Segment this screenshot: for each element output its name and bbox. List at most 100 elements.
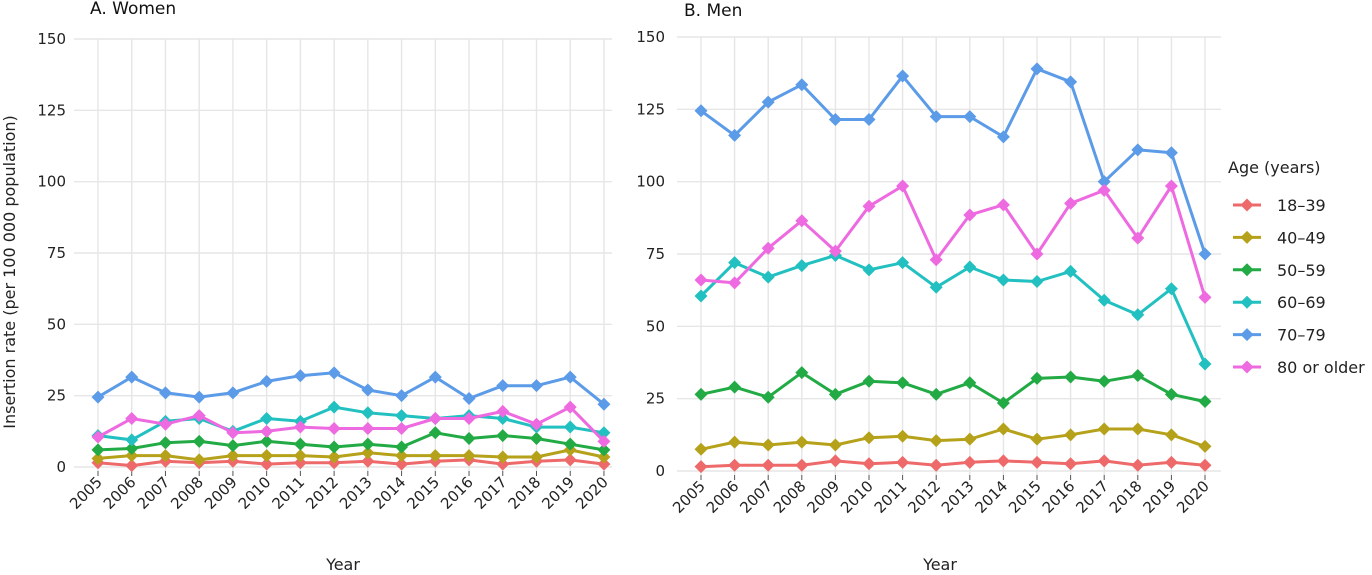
series-line-50-59 — [700, 371, 1206, 405]
data-point-18-39 — [293, 456, 307, 470]
data-point-60-69 — [896, 256, 910, 270]
x-tick-label: 2011 — [268, 473, 308, 513]
data-point-18-39 — [597, 457, 611, 471]
x-tick-label: 2018 — [505, 473, 545, 513]
series-80-or-older — [91, 400, 611, 448]
data-point-18-39 — [496, 457, 510, 471]
data-point-60-69 — [996, 273, 1010, 287]
data-point-50-59 — [795, 366, 809, 380]
series-line-40-49 — [97, 448, 605, 462]
data-point-70-79 — [1131, 143, 1145, 157]
data-point-40-49 — [293, 449, 307, 463]
x-tick-label: 2009 — [803, 477, 843, 517]
data-point-40-49 — [260, 449, 274, 463]
legend-label: 18–39 — [1277, 196, 1326, 215]
data-point-40-49 — [462, 449, 476, 463]
legend-marker — [1240, 360, 1254, 374]
data-point-18-39 — [1097, 454, 1111, 468]
data-point-50-59 — [395, 440, 409, 454]
data-point-40-49 — [795, 435, 809, 449]
data-point-18-39 — [795, 458, 809, 472]
data-point-50-59 — [862, 374, 876, 388]
data-point-18-39 — [125, 459, 139, 473]
y-tick-label: 100 — [37, 173, 66, 191]
x-tick-label: 2005 — [669, 477, 709, 517]
data-point-40-49 — [1030, 432, 1044, 446]
legend-title: Age (years) — [1228, 158, 1321, 177]
data-point-40-49 — [327, 450, 341, 464]
data-point-40-49 — [996, 422, 1010, 436]
y-tick-label: 25 — [47, 387, 66, 405]
x-tick-label: 2014 — [370, 473, 410, 513]
data-point-50-59 — [761, 390, 775, 404]
data-point-70-79 — [929, 110, 943, 124]
series-line-60-69 — [699, 253, 1207, 365]
data-point-50-59 — [996, 396, 1010, 410]
series-50-59 — [694, 366, 1212, 410]
data-point-60-69 — [728, 256, 742, 270]
data-point-40-49 — [728, 435, 742, 449]
data-point-50-59 — [293, 437, 307, 451]
data-point-18-39 — [929, 458, 943, 472]
data-point-70-79 — [862, 112, 876, 126]
x-tick-label: 2008 — [770, 477, 810, 517]
data-point-80-or-older — [428, 411, 442, 425]
data-point-70-79 — [361, 383, 375, 397]
data-point-80-or-older — [896, 179, 910, 193]
y-tick-label: 150 — [37, 30, 66, 48]
data-point-40-49 — [896, 429, 910, 443]
legend-marker — [1240, 198, 1254, 212]
data-point-18-39 — [896, 455, 910, 469]
data-point-40-49 — [125, 449, 139, 463]
data-point-50-59 — [226, 439, 240, 453]
series-40-49 — [91, 443, 611, 467]
data-point-18-39 — [963, 455, 977, 469]
data-point-80-or-older — [1097, 183, 1111, 197]
data-point-80-or-older — [293, 420, 307, 434]
x-tick-label: 2020 — [572, 473, 612, 513]
data-point-40-49 — [1131, 422, 1145, 436]
data-point-70-79 — [597, 397, 611, 411]
data-point-70-79 — [293, 369, 307, 383]
data-point-40-49 — [1064, 428, 1078, 442]
legend-marker — [1240, 328, 1254, 342]
y-tick-label: 25 — [646, 390, 665, 408]
data-point-70-79 — [1097, 175, 1111, 189]
data-point-70-79 — [226, 386, 240, 400]
data-point-70-79 — [192, 390, 206, 404]
legend-item-18-39: 18–39 — [1233, 196, 1326, 215]
data-point-60-69 — [1064, 264, 1078, 278]
data-point-40-49 — [529, 450, 543, 464]
data-point-50-59 — [496, 429, 510, 443]
panel-a-title: A. Women — [90, 0, 176, 19]
legend-label: 80 or older — [1277, 358, 1365, 377]
series-80-or-older — [694, 179, 1212, 304]
x-tick-label: 2016 — [1039, 477, 1079, 517]
data-point-40-49 — [428, 449, 442, 463]
panel-b-plot: 0 25 50 75 100 125 150 200520062007200820092010… — [636, 28, 1221, 517]
data-point-80-or-older — [828, 244, 842, 258]
data-point-80-or-older — [496, 404, 510, 418]
data-point-80-or-older — [462, 411, 476, 425]
data-point-50-59 — [1030, 371, 1044, 385]
data-point-40-49 — [1164, 428, 1178, 442]
y-tick-label: 100 — [636, 173, 665, 191]
data-point-50-59 — [125, 441, 139, 455]
legend-label: 40–49 — [1277, 228, 1326, 247]
data-point-50-59 — [1097, 374, 1111, 388]
data-point-60-69 — [260, 411, 274, 425]
panel-a-plot: 0 25 50 75 100 125 150 200520062007200820092010… — [37, 30, 612, 513]
data-point-60-69 — [1198, 357, 1212, 371]
data-point-70-79 — [395, 389, 409, 403]
data-point-40-49 — [963, 432, 977, 446]
data-point-60-69 — [761, 270, 775, 284]
data-point-50-59 — [597, 443, 611, 457]
data-point-80-or-older — [1131, 231, 1145, 245]
data-point-60-69 — [327, 400, 341, 414]
panel-b-title: B. Men — [684, 1, 742, 21]
series-60-69 — [694, 248, 1212, 371]
data-point-50-59 — [529, 431, 543, 445]
series-line-80-or-older — [700, 184, 1207, 298]
data-point-50-59 — [728, 380, 742, 394]
x-tick-label: 2017 — [471, 473, 511, 513]
